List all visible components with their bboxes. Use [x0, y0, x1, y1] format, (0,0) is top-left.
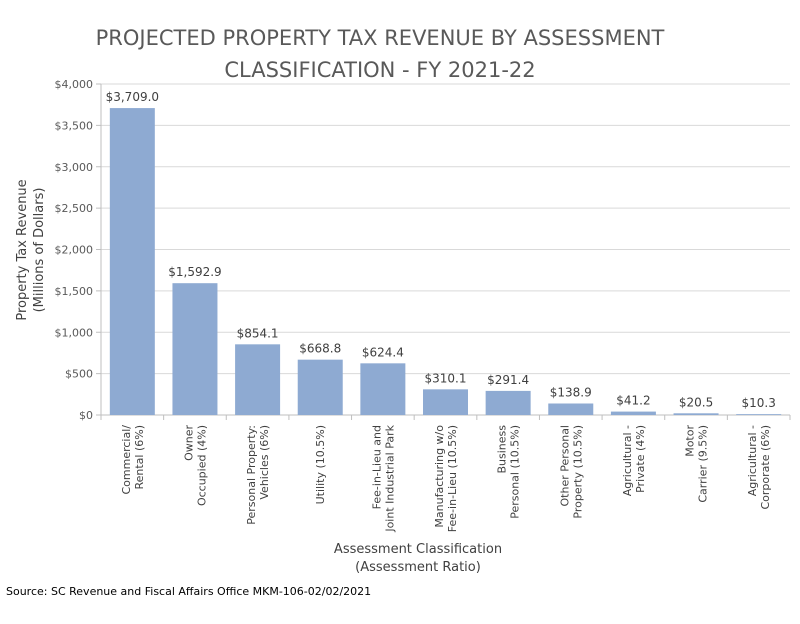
category-label: Rental (6%) [133, 425, 146, 490]
bar [423, 389, 468, 415]
data-labels: $3,709.0 $1,592.9 $854.1 $668.8 $624.4 $310.1… [106, 90, 776, 410]
data-label: $291.4 [487, 373, 529, 387]
bar [610, 411, 656, 415]
category-label: Agricultural - [746, 425, 759, 496]
data-label: $20.5 [679, 395, 713, 409]
category-label: Utility (10.5%) [314, 425, 327, 504]
y-tick-label: $1,500 [55, 285, 94, 298]
data-label: $138.9 [550, 386, 592, 400]
category-label: Personal Property: [245, 425, 258, 525]
y-tick-label: $500 [65, 368, 93, 381]
data-label: $624.4 [362, 345, 404, 359]
bars [109, 108, 782, 415]
bar [360, 363, 406, 415]
chart-title-line-2: CLASSIFICATION - FY 2021-22 [224, 58, 535, 82]
source-note: Source: SC Revenue and Fiscal Affairs Of… [6, 585, 371, 598]
category-label: Commercial/ [120, 425, 133, 495]
category-label: Motor [684, 425, 697, 457]
y-axis-title-line-2: (Millions of Dollars) [32, 188, 47, 313]
y-tick-label: $3,000 [55, 161, 94, 174]
bar [172, 283, 218, 415]
bar [235, 344, 281, 415]
category-label: Occupied (4%) [195, 425, 208, 506]
bar [673, 413, 719, 415]
data-label: $310.1 [425, 371, 467, 385]
category-label: Other Personal [558, 425, 571, 507]
data-label: $10.3 [742, 396, 776, 410]
x-axis-categories: Commercial/Rental (6%) Owner Occupied (4%)… [120, 424, 772, 532]
data-label: $41.2 [616, 394, 650, 408]
category-label: Agricultural - [621, 425, 634, 496]
bar [297, 359, 343, 415]
category-label: Carrier (9.5%) [697, 425, 710, 503]
category-label: Corporate (6%) [759, 425, 772, 510]
y-axis-ticks: $0 $500 $1,000 $1,500 $2,000 $2,500 $3,000 $3,5… [55, 78, 94, 422]
y-tick-label: $3,500 [55, 119, 94, 132]
category-label: Fee-in-Lieu (10.5%) [446, 425, 459, 532]
category-label: Personal (10.5%) [509, 425, 522, 519]
chart-title-line-1: PROJECTED PROPERTY TAX REVENUE BY ASSESS… [96, 26, 665, 50]
bar [736, 414, 782, 415]
data-label: $3,709.0 [106, 90, 159, 104]
x-axis-title-line-2: (Assessment Ratio) [355, 560, 481, 575]
x-axis-title-line-1: Assessment Classification [334, 542, 502, 557]
category-label: Property (10.5%) [571, 425, 584, 519]
category-label: Joint Industrial Park [383, 424, 396, 532]
category-label: Owner [182, 425, 195, 461]
data-label: $1,592.9 [168, 265, 221, 279]
category-label: Private (4%) [634, 425, 647, 493]
category-label: Manufacturing w/o [433, 425, 446, 528]
category-label: Vehicles (6%) [258, 425, 271, 500]
data-label: $668.8 [299, 342, 341, 356]
category-label: Fee-in-Lieu and [370, 425, 383, 509]
category-label: Business [496, 425, 509, 474]
data-label: $854.1 [237, 326, 279, 340]
y-tick-label: $4,000 [55, 78, 94, 91]
y-tick-label: $0 [79, 409, 93, 422]
y-tick-label: $2,000 [55, 244, 94, 257]
bar [548, 403, 594, 415]
y-tick-label: $2,500 [55, 202, 94, 215]
bar [485, 390, 531, 415]
y-axis-title-line-1: Property Tax Revenue [15, 179, 30, 320]
y-tick-label: $1,000 [55, 326, 94, 339]
bar [109, 108, 155, 415]
